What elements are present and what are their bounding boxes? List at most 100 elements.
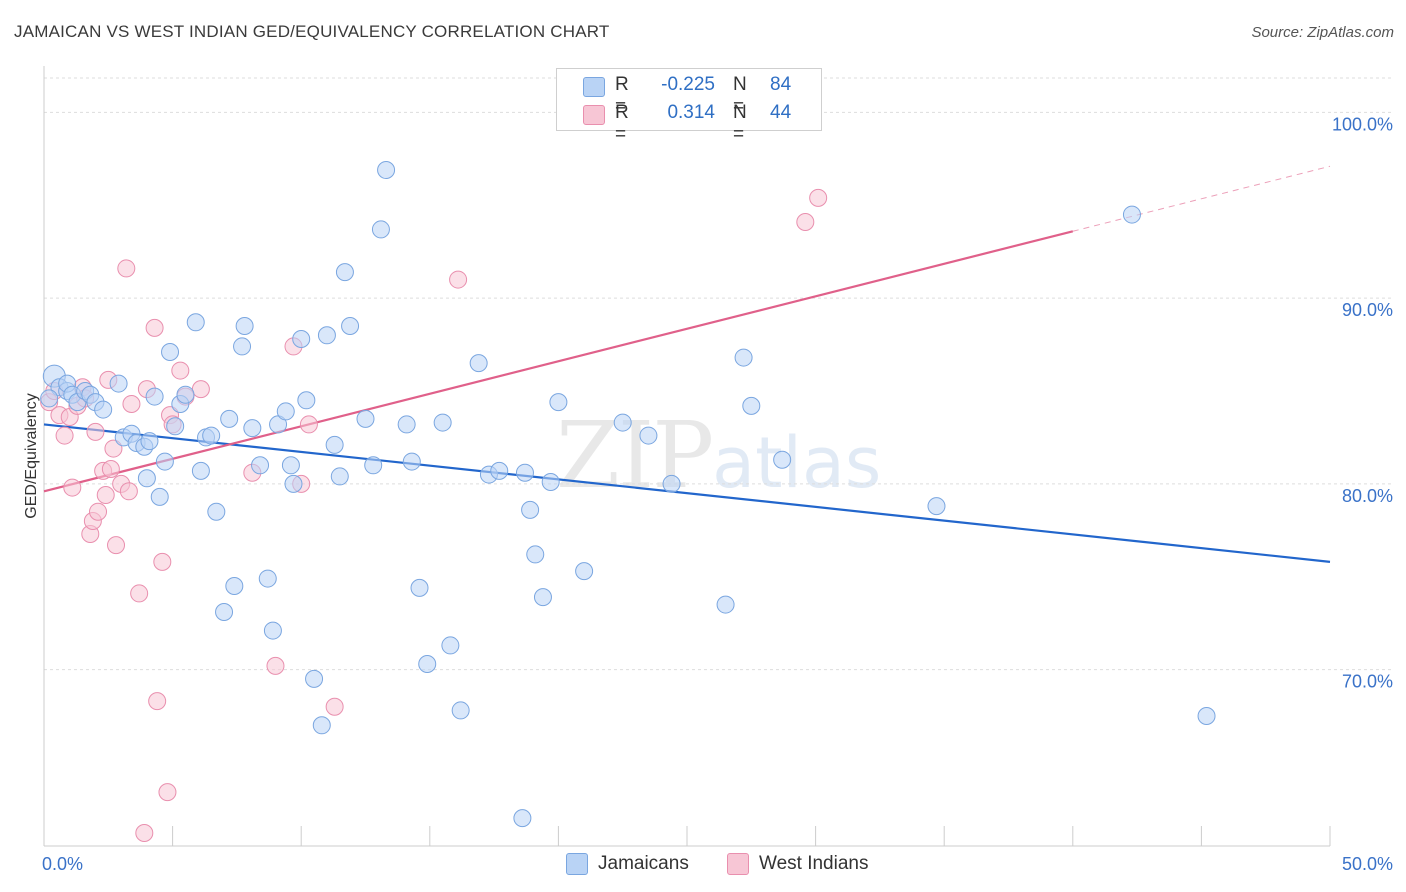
n-value: 44 [770, 102, 792, 123]
west-indians-point [122, 395, 141, 413]
x-tick-label: 50.0% [1342, 854, 1393, 874]
n-label: N = [733, 74, 747, 117]
jamaicans-point [773, 450, 792, 469]
jamaicans-point [418, 655, 437, 673]
jamaicans-point [402, 452, 421, 471]
jamaicans-point [335, 263, 354, 282]
jamaicans-point [281, 456, 300, 475]
west-indians-point [96, 486, 115, 504]
jamaicans-point [521, 500, 540, 519]
west-indians-point [299, 415, 318, 434]
west-indians-point [148, 692, 167, 711]
r-value: 0.314 [667, 102, 715, 123]
west-indians-point [796, 213, 815, 231]
jamaicans-point [356, 409, 375, 428]
west-indians-point [107, 536, 126, 555]
legend-label: Jamaicans [598, 853, 689, 874]
west-indians-point [191, 380, 210, 399]
watermark: ZIPatlas [556, 402, 881, 509]
blue-swatch [566, 853, 588, 875]
jamaicans-point [716, 595, 735, 614]
jamaicans-point [284, 474, 303, 493]
y-axis-label: GED/Equivalency [23, 393, 40, 518]
west-indians-trend-extension [1072, 165, 1331, 232]
jamaicans-point [263, 621, 282, 640]
correlation-legend: R = -0.225 N = 84 R = 0.314 N = 44 [556, 68, 822, 145]
y-tick-label: 80.0% [1342, 486, 1393, 506]
jamaicans-point [490, 461, 509, 480]
jamaicans-point [639, 426, 658, 445]
jamaicans-point [397, 415, 416, 434]
jamaicans-point [94, 400, 113, 419]
jamaicans-point [377, 161, 396, 179]
jamaicans-point [317, 326, 336, 345]
jamaicans-point [225, 577, 244, 595]
jamaicans-point [150, 487, 169, 506]
jamaicans-point [155, 452, 174, 471]
jamaicans-point [549, 393, 568, 412]
jamaicans-point [276, 402, 295, 421]
jamaicans-point [312, 716, 331, 735]
pink-swatch [583, 105, 605, 125]
jamaicans-point [1122, 205, 1141, 224]
west-indians-point [130, 584, 149, 603]
jamaicans-point [233, 337, 252, 356]
jamaicans-point [526, 545, 545, 564]
trend-lines [43, 165, 1331, 563]
jamaicans-point [1197, 707, 1216, 725]
west-indians-point [117, 259, 136, 278]
legend-label: West Indians [759, 853, 869, 874]
jamaicans-point [469, 354, 488, 373]
west-indians-point [449, 270, 468, 289]
west-indians-point [119, 482, 138, 501]
jamaicans-point [410, 578, 429, 597]
jamaicans-trend-line [43, 423, 1331, 563]
jamaicans-point [364, 456, 383, 475]
jamaicans-point [145, 387, 164, 406]
jamaicans-point [220, 409, 239, 428]
jamaicans-point [161, 343, 180, 361]
jamaicans-point [371, 220, 390, 239]
west-indians-point [809, 188, 828, 207]
west-indians-point [104, 439, 123, 458]
chart-title: JAMAICAN VS WEST INDIAN GED/EQUIVALENCY … [14, 22, 610, 41]
west-indians-points [40, 188, 828, 842]
jamaicans-point [613, 413, 632, 432]
jamaicans-point [186, 313, 205, 332]
west-indians-point [325, 697, 344, 716]
west-indians-point [158, 783, 177, 802]
blue-swatch [583, 77, 605, 97]
jamaicans-point [176, 385, 195, 404]
r-value: -0.225 [661, 74, 715, 95]
jamaicans-point [541, 473, 560, 491]
jamaicans-point [40, 389, 59, 408]
west-indians-point [135, 824, 154, 842]
west-indians-point [101, 460, 120, 478]
jamaicans-point [927, 497, 946, 516]
jamaicans-point [297, 391, 316, 410]
jamaicans-point [513, 809, 532, 828]
jamaicans-point [243, 419, 262, 438]
jamaicans-point [305, 669, 324, 688]
jamaicans-point [341, 317, 360, 335]
west-indians-trend-line [43, 230, 1074, 493]
jamaicans-point [734, 348, 753, 367]
west-indians-point [55, 426, 74, 445]
n-value: 84 [770, 74, 792, 95]
jamaicans-point [441, 636, 460, 655]
jamaicans-points [40, 161, 1216, 828]
jamaicans-point [742, 396, 761, 415]
jamaicans-point [191, 461, 210, 480]
west-indians-point [86, 422, 105, 441]
jamaicans-point [235, 317, 254, 335]
west-indians-point [153, 552, 172, 571]
jamaicans-point [166, 417, 185, 436]
x-tick-label: 0.0% [42, 854, 83, 874]
jamaicans-point [515, 463, 534, 482]
jamaicans-point [330, 467, 349, 486]
west-indians-point [89, 502, 108, 521]
jamaicans-point [215, 603, 234, 621]
jamaicans-point [325, 435, 344, 454]
jamaicans-point [140, 432, 159, 451]
jamaicans-point [251, 456, 270, 475]
